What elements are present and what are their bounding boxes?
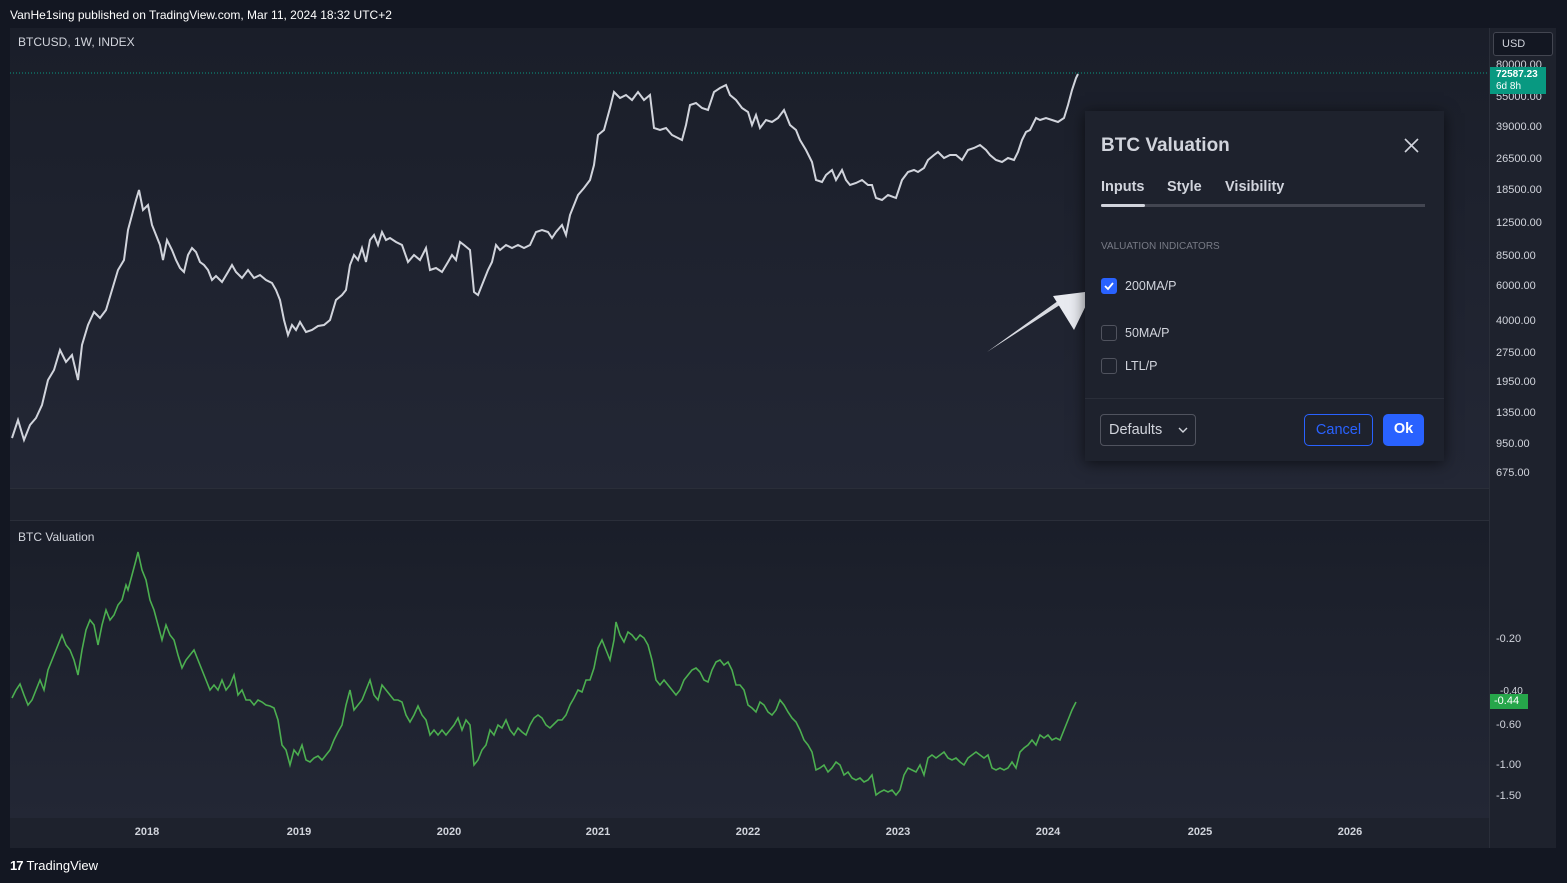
price-tick: 1950.00 [1496, 376, 1536, 388]
indicator-settings-dialog: BTC Valuation Inputs Style Visibility VA… [1085, 111, 1444, 461]
valuation-tick: -0.60 [1496, 719, 1522, 731]
time-tick: 2022 [735, 826, 761, 838]
price-tick: 55000.00 [1496, 91, 1542, 103]
publish-header: VanHe1sing published on TradingView.com,… [0, 0, 1567, 28]
publish-info: VanHe1sing published on TradingView.com,… [10, 8, 392, 22]
dialog-title: BTC Valuation [1101, 135, 1230, 156]
time-axis[interactable] [10, 818, 1489, 848]
valuation-axis[interactable] [1489, 521, 1556, 848]
close-icon [1404, 138, 1419, 153]
option-200ma-p[interactable]: 200MA/P [1101, 277, 1176, 295]
price-tick: 675.00 [1496, 467, 1530, 479]
valuation-tick: -1.50 [1496, 790, 1522, 802]
symbol-label[interactable]: BTCUSD, 1W, INDEX [18, 35, 135, 49]
time-tick: 2024 [1035, 826, 1061, 838]
btc-price-line [11, 73, 1079, 444]
checkmark-icon [1104, 282, 1114, 291]
valuation-value-badge: -0.44 [1490, 694, 1528, 709]
price-tick: 2750.00 [1496, 347, 1536, 359]
tradingview-logo[interactable]: 17 TradingView [10, 858, 98, 873]
defaults-dropdown[interactable]: Defaults [1100, 414, 1196, 446]
pane-separator[interactable] [10, 488, 1489, 521]
valuation-tick: -1.00 [1496, 759, 1522, 771]
currency-button[interactable]: USD [1493, 32, 1553, 56]
time-tick: 2019 [286, 826, 312, 838]
close-button[interactable] [1399, 133, 1423, 157]
valuation-title[interactable]: BTC Valuation [18, 530, 95, 544]
option-label: LTL/P [1125, 359, 1158, 373]
valuation-pane[interactable]: BTC Valuation [10, 521, 1489, 818]
price-tick: 6000.00 [1496, 280, 1536, 292]
tradingview-logo-icon: 17 [10, 858, 24, 873]
tab-visibility[interactable]: Visibility [1225, 179, 1285, 195]
checkbox-50ma-p[interactable] [1101, 325, 1117, 341]
last-price: 72587.23 [1496, 69, 1538, 80]
option-label: 50MA/P [1125, 326, 1170, 340]
price-tick: 39000.00 [1496, 121, 1542, 133]
time-tick: 2023 [885, 826, 911, 838]
valuation-tick: -0.20 [1496, 633, 1522, 645]
checkbox-200ma-p[interactable] [1101, 278, 1117, 294]
section-label: VALUATION INDICATORS [1101, 241, 1220, 252]
dialog-footer-divider [1085, 398, 1444, 399]
price-tick: 1350.00 [1496, 407, 1536, 419]
defaults-label: Defaults [1109, 422, 1163, 438]
time-tick: 2021 [585, 826, 611, 838]
tab-style[interactable]: Style [1167, 179, 1202, 195]
bar-countdown: 6d 8h [1496, 81, 1522, 92]
chevron-down-icon [1178, 427, 1188, 433]
brand-name: TradingView [26, 858, 99, 873]
time-tick: 2025 [1187, 826, 1213, 838]
tab-inputs[interactable]: Inputs [1101, 179, 1145, 195]
price-axis[interactable] [1489, 28, 1556, 521]
option-50ma-p[interactable]: 50MA/P [1101, 324, 1169, 342]
annotation-arrow-head [1053, 291, 1093, 330]
time-tick: 2018 [134, 826, 160, 838]
price-tick: 26500.00 [1496, 153, 1542, 165]
checkbox-ltl-p[interactable] [1101, 358, 1117, 374]
price-tick: 12500.00 [1496, 217, 1542, 229]
dialog-tabs: Inputs Style Visibility [1101, 179, 1425, 207]
time-tick: 2020 [436, 826, 462, 838]
price-tick: 950.00 [1496, 438, 1530, 450]
option-label: 200MA/P [1125, 279, 1177, 293]
price-tick: 18500.00 [1496, 184, 1542, 196]
valuation-line [11, 551, 1077, 797]
time-tick: 2026 [1337, 826, 1363, 838]
footer: 17 TradingView [0, 848, 1567, 883]
option-ltl-p[interactable]: LTL/P [1101, 357, 1157, 375]
cancel-button[interactable]: Cancel [1304, 414, 1373, 446]
valuation-tick-hidden: -0.40 [1500, 686, 1523, 697]
price-tick: 4000.00 [1496, 315, 1536, 327]
active-tab-indicator [1101, 204, 1145, 207]
ok-button[interactable]: Ok [1383, 414, 1424, 446]
price-tick: 8500.00 [1496, 250, 1536, 262]
last-price-badge: 72587.23 6d 8h [1490, 67, 1546, 94]
